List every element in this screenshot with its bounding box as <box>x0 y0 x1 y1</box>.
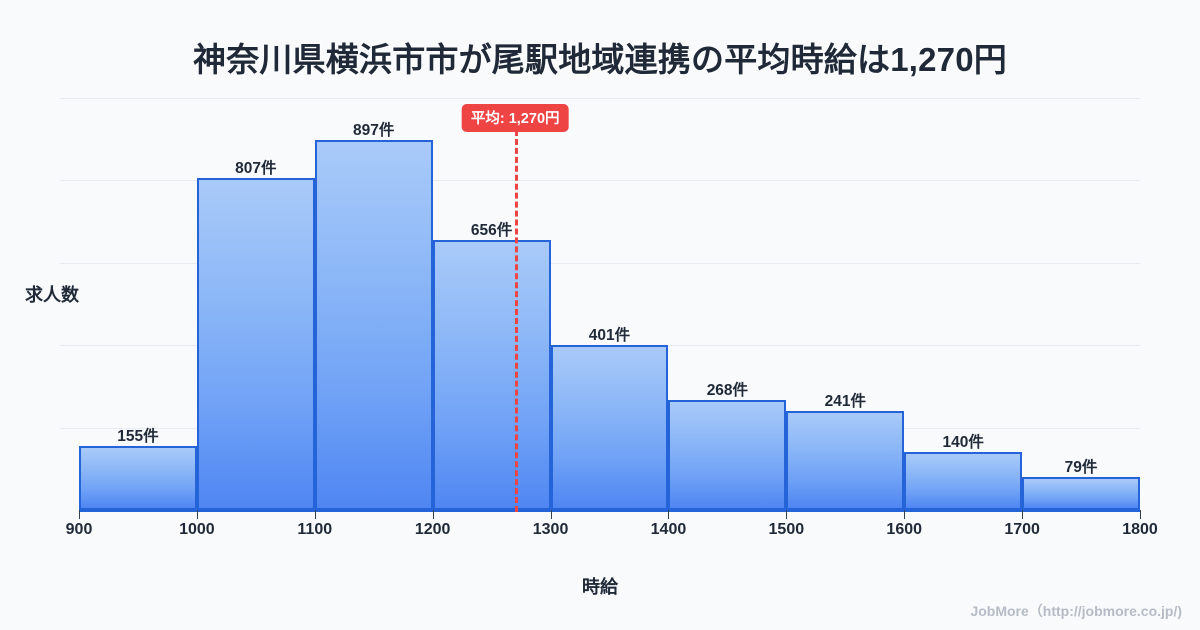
bar-value-label: 79件 <box>1064 459 1098 477</box>
bar-value-label: 140件 <box>942 434 984 452</box>
x-axis-tick <box>1022 510 1024 519</box>
x-axis-tick-label: 1200 <box>414 521 451 538</box>
x-axis-tick <box>196 510 198 519</box>
x-axis-line <box>79 510 1140 512</box>
x-axis-title: 時給 <box>582 577 618 597</box>
x-axis-tick-label: 1800 <box>1122 521 1158 538</box>
histogram-bar[interactable] <box>79 446 197 510</box>
gridline <box>60 98 1140 99</box>
average-badge: 平均: 1,270円 <box>461 104 569 132</box>
x-axis-tick-label: 1500 <box>768 521 805 538</box>
x-axis-tick <box>314 510 316 519</box>
bar-value-label: 897件 <box>353 122 395 140</box>
bar-value-label: 807件 <box>235 159 277 177</box>
x-axis-tick-label: 1000 <box>179 521 215 538</box>
bar-value-label: 656件 <box>470 221 513 239</box>
x-axis-tick-label: 1700 <box>1004 521 1040 538</box>
bar-value-label: 268件 <box>706 381 749 399</box>
histogram-bar[interactable] <box>904 452 1023 510</box>
histogram-bar[interactable] <box>550 344 669 510</box>
x-axis-tick-label: 1100 <box>297 521 333 538</box>
gridline <box>60 262 1140 264</box>
x-axis-tick-label: 1400 <box>650 521 687 538</box>
bars-layer <box>79 98 1140 510</box>
y-axis-title: 求人数 <box>25 285 79 305</box>
page-title: 神奈川県横浜市市が尾駅地域連携の平均時給は1,270円 <box>193 41 1007 78</box>
x-axis-tick <box>904 510 906 519</box>
histogram-bar[interactable] <box>668 399 787 510</box>
gridline <box>60 180 1140 182</box>
footer-credit: JobMore（http://jobmore.co.jp/) <box>970 603 1182 619</box>
x-axis-tick <box>432 510 434 519</box>
bar-value-label: 241件 <box>824 392 866 410</box>
x-axis-tick-label: 900 <box>65 521 93 538</box>
histogram-bar[interactable] <box>314 140 433 510</box>
x-axis-tick <box>786 510 788 519</box>
histogram-bar[interactable] <box>1022 477 1140 510</box>
bar-value-label: 401件 <box>588 326 631 344</box>
plot-area <box>60 98 1140 510</box>
histogram-bar[interactable] <box>196 177 315 510</box>
x-axis-tick <box>1140 510 1141 519</box>
bar-value-label: 155件 <box>117 428 159 446</box>
x-axis-tick <box>550 510 552 519</box>
x-axis-tick <box>79 510 80 519</box>
histogram-bar[interactable] <box>786 410 905 510</box>
average-dashed-line <box>515 130 519 512</box>
x-axis-tick-label: 1600 <box>886 521 923 538</box>
x-axis-tick-label: 1300 <box>532 521 569 538</box>
x-axis-tick <box>668 510 670 519</box>
histogram-bar[interactable] <box>432 239 551 510</box>
